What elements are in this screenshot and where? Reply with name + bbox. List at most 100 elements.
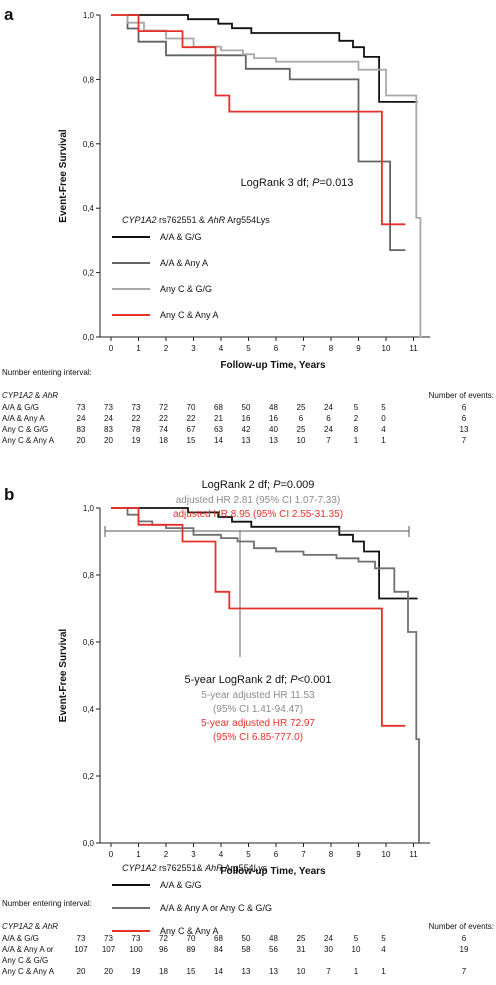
y-tick-label: 0,4 xyxy=(83,204,95,213)
y-tick-label: 0,8 xyxy=(83,571,95,580)
legend-heading: CYP1A2 rs762551 & AhR Arg554Lys xyxy=(122,215,270,225)
table-cell: 100 xyxy=(129,945,143,954)
table-cell: 73 xyxy=(77,934,86,943)
legend-gene1: CYP1A2 xyxy=(122,215,157,225)
legend-variant: Arg554Lys xyxy=(223,863,268,873)
table-cell: 107 xyxy=(74,945,88,954)
table-cell: 73 xyxy=(132,934,141,943)
table-cell: 1 xyxy=(381,967,386,976)
table-cell: 24 xyxy=(324,934,333,943)
table-cell: 50 xyxy=(242,934,251,943)
events-cell: 6 xyxy=(462,403,467,412)
table-cell: 1 xyxy=(354,436,359,445)
table-cell: 48 xyxy=(269,403,278,412)
table-cell: 1 xyxy=(381,436,386,445)
table-cell: 5 xyxy=(381,934,386,943)
y-axis-title: Event-Free Survival xyxy=(58,629,69,723)
table-cell: 19 xyxy=(132,967,141,976)
events-heading: Number of events: xyxy=(429,391,494,400)
table-gene1: CYP1A2 xyxy=(2,391,33,400)
table-cell: 22 xyxy=(132,414,141,423)
table-cell: 7 xyxy=(326,436,331,445)
table-cell: 96 xyxy=(159,945,168,954)
table-cell: 74 xyxy=(159,425,168,434)
x-tick-label: 7 xyxy=(301,344,306,353)
x-tick-label: 10 xyxy=(382,344,391,353)
survival-curve-2 xyxy=(111,14,422,338)
five-year-hr-line: 5-year adjusted HR 72.97 xyxy=(201,718,315,729)
y-tick-label: 0,0 xyxy=(83,839,95,848)
table-cell: 13 xyxy=(269,967,278,976)
x-tick-label: 3 xyxy=(191,850,196,859)
table-cell: 24 xyxy=(77,414,86,423)
table-cell: 50 xyxy=(242,403,251,412)
table-gene1: CYP1A2 xyxy=(2,922,33,931)
legend-snp: rs762551 & xyxy=(157,215,208,225)
table-cell: 25 xyxy=(297,403,306,412)
five-year-logrank: 5-year LogRank 2 df; P<0.001 xyxy=(184,674,331,686)
table-cell: 22 xyxy=(159,414,168,423)
table-cell: 70 xyxy=(187,934,196,943)
y-axis-title: Event-Free Survival xyxy=(58,129,69,223)
y-tick-label: 0,0 xyxy=(83,333,95,342)
table-cell: 5 xyxy=(381,403,386,412)
five-year-hr-line: (95% CI 1.41-94.47) xyxy=(213,704,303,715)
legend-item: A/A & G/G xyxy=(160,232,202,242)
table-cell: 5 xyxy=(354,403,359,412)
five-year-p-value: <0.001 xyxy=(298,674,332,686)
table-cell: 16 xyxy=(242,414,251,423)
x-tick-label: 6 xyxy=(274,344,279,353)
panel-label: b xyxy=(4,485,14,504)
table-cell: 18 xyxy=(159,436,168,445)
legend-item: Any C & Any A xyxy=(160,310,219,320)
legend-item: A/A & Any A or Any C & G/G xyxy=(160,903,272,913)
table-cell: 13 xyxy=(269,436,278,445)
table-cell: 8 xyxy=(354,425,359,434)
table-cell: 84 xyxy=(214,945,223,954)
logrank-prefix: LogRank 2 df; xyxy=(202,479,274,491)
table-cell: 10 xyxy=(352,945,361,954)
table-cell: 40 xyxy=(269,425,278,434)
survival-curve-0 xyxy=(111,507,418,600)
table-cell: 73 xyxy=(132,403,141,412)
table-gene-heading: CYP1A2 & AhR xyxy=(2,391,58,400)
legend-item: A/A & Any A xyxy=(160,258,208,268)
y-tick-label: 1,0 xyxy=(83,11,95,20)
legend-gene2: AhR xyxy=(207,215,226,225)
events-cell: 13 xyxy=(460,425,469,434)
hr-line: adjusted HR 2.81 (95% CI 1.07-7.33) xyxy=(176,495,341,506)
table-cell: 24 xyxy=(324,403,333,412)
x-tick-label: 9 xyxy=(356,850,361,859)
table-cell: 13 xyxy=(242,436,251,445)
x-tick-label: 5 xyxy=(246,344,251,353)
table-cell: 5 xyxy=(354,934,359,943)
table-cell: 19 xyxy=(132,436,141,445)
table-row-label: Any C & G/G xyxy=(2,425,48,434)
table-cell: 15 xyxy=(187,967,196,976)
table-cell: 15 xyxy=(187,436,196,445)
legend-item: A/A & G/G xyxy=(160,880,202,890)
x-tick-label: 8 xyxy=(329,344,334,353)
logrank-text: LogRank 3 df; P=0.013 xyxy=(241,177,354,189)
table-cell: 10 xyxy=(297,436,306,445)
table-heading: Number entering interval: xyxy=(2,899,92,908)
table-cell: 10 xyxy=(297,967,306,976)
table-cell: 20 xyxy=(77,436,86,445)
x-tick-label: 11 xyxy=(409,850,418,859)
x-tick-label: 7 xyxy=(301,850,306,859)
five-year-hr-line: (95% CI 6.85-777.0) xyxy=(213,732,303,743)
table-cell: 7 xyxy=(326,967,331,976)
table-cell: 24 xyxy=(104,414,113,423)
table-gene-heading: CYP1A2 & AhR xyxy=(2,922,58,931)
table-cell: 107 xyxy=(102,945,116,954)
logrank-p-label: P xyxy=(312,177,320,189)
table-cell: 1 xyxy=(354,967,359,976)
legend-snp: rs762551& xyxy=(157,863,206,873)
table-cell: 20 xyxy=(104,436,113,445)
table-row-label: Any C & Any A xyxy=(2,967,55,976)
table-cell: 72 xyxy=(159,403,168,412)
table-cell: 20 xyxy=(77,967,86,976)
table-cell: 31 xyxy=(297,945,306,954)
events-heading: Number of events: xyxy=(429,922,494,931)
